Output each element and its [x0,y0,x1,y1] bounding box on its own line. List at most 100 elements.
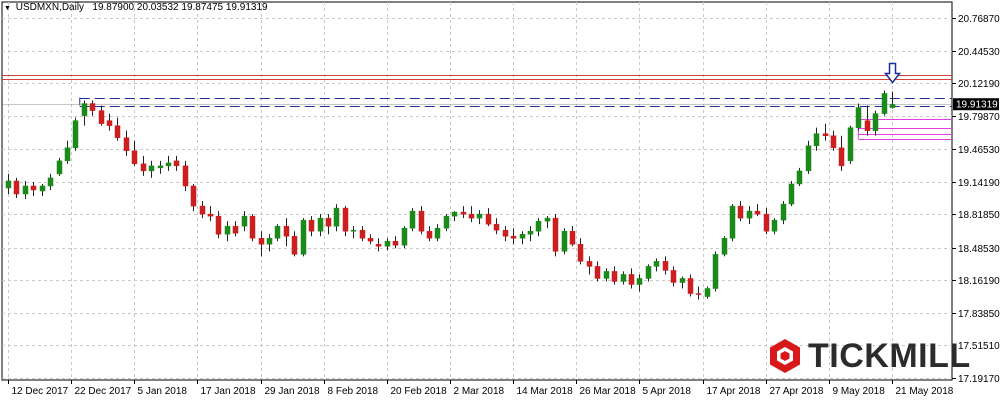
candle-body [190,185,197,207]
y-tick-label: 19.46530 [958,145,1000,156]
bull-candle [712,251,719,292]
bear-candle [586,256,593,275]
candle-body [603,271,610,279]
candle-body [620,274,627,282]
bull-candle [805,140,812,174]
candle-body [611,271,618,282]
candle-body [30,185,37,191]
candle-body [131,150,138,165]
x-tick-label: 8 Feb 2018 [328,386,379,397]
bull-candle [796,167,803,186]
candle-body [89,103,96,111]
candle-body [889,104,896,108]
bull-candle [384,238,391,251]
x-tick-label: 5 Apr 2018 [643,386,692,397]
y-tick-label: 19.14190 [958,178,1000,189]
candle-body [493,223,500,231]
candle-body [258,238,265,245]
bear-candle [173,155,180,171]
collapse-triangle-icon[interactable]: ▼ [4,5,11,12]
bull-candle [148,160,155,178]
candle-body [822,133,829,136]
candle-body [721,238,728,255]
bull-candle [165,155,172,171]
bear-candle [30,181,37,197]
candle-body [670,270,677,283]
candle-body [881,93,888,114]
bear-candle [89,100,96,116]
candle-body [872,113,879,131]
candle-body [687,278,694,294]
down-arrow-marker [883,62,902,84]
bull-candle [653,258,660,272]
bull-candle [519,231,526,245]
bull-candle [704,286,711,299]
x-tick-label: 5 Jan 2018 [138,386,188,397]
candle-body [628,274,635,285]
bear-candle [249,214,256,242]
candle-body [830,135,837,149]
bull-candle [56,157,63,176]
bull-candle [434,224,441,242]
bear-candle [291,231,298,257]
candle-body [805,145,812,172]
bull-candle [881,90,888,116]
bull-candle [872,110,879,136]
candle-body [148,165,155,172]
candle-body [173,160,180,167]
candle-body [577,244,584,262]
candle-body [746,210,753,219]
bear-candle [283,218,290,247]
candle-body [451,211,458,217]
candle-body [771,219,778,232]
candle-body [232,225,239,234]
candle-body [544,217,551,222]
x-tick-label: 17 Apr 2018 [707,386,761,397]
x-tick-label: 12 Dec 2017 [12,386,69,397]
y-tick-label: 18.81850 [958,210,1000,221]
y-tick-label: 20.76870 [958,14,1000,25]
tickmill-logo: TICKMILL [768,338,971,374]
bull-candle [855,103,862,131]
candle-body [22,185,29,195]
bull-candle [847,125,854,164]
bear-candle [375,238,382,252]
down-arrow-icon [883,62,902,84]
bear-candle [611,266,618,285]
candle-body [350,229,357,232]
bull-candle [535,218,542,237]
bull-candle [39,183,46,197]
candle-body [283,225,290,237]
level-lines [2,75,952,140]
x-tick-label: 21 May 2018 [896,386,954,397]
candle-body [695,293,702,295]
bull-candle [603,268,610,282]
candle-body [308,219,315,232]
bear-candle [342,206,349,237]
bear-candle [754,204,761,217]
candle-body [165,162,172,167]
bear-candle [13,177,20,199]
bear-candle [215,211,222,239]
x-tick-label: 29 Jan 2018 [265,386,320,397]
bear-candle [822,123,829,141]
bull-candle [451,211,458,222]
candle-body [56,160,63,175]
bear-candle [123,130,130,156]
bear-candle [493,218,500,235]
candle-body [342,207,349,232]
candle-body [207,213,214,217]
bear-candle [207,206,214,222]
bull-candle [47,173,54,190]
time-axis: 12 Dec 2017 22 Dec 2017 5 Jan 2018 17 Jan 2… [8,380,954,397]
bull-candle [266,234,273,252]
x-tick-label: 22 Dec 2017 [75,386,132,397]
candle-body [98,110,105,124]
candle-body [64,147,71,162]
bear-candle [468,206,475,223]
bull-candle [771,218,778,235]
candle-body [123,137,130,152]
bull-candle [780,201,787,225]
bear-candle [199,201,206,219]
bull-candle [729,204,736,242]
